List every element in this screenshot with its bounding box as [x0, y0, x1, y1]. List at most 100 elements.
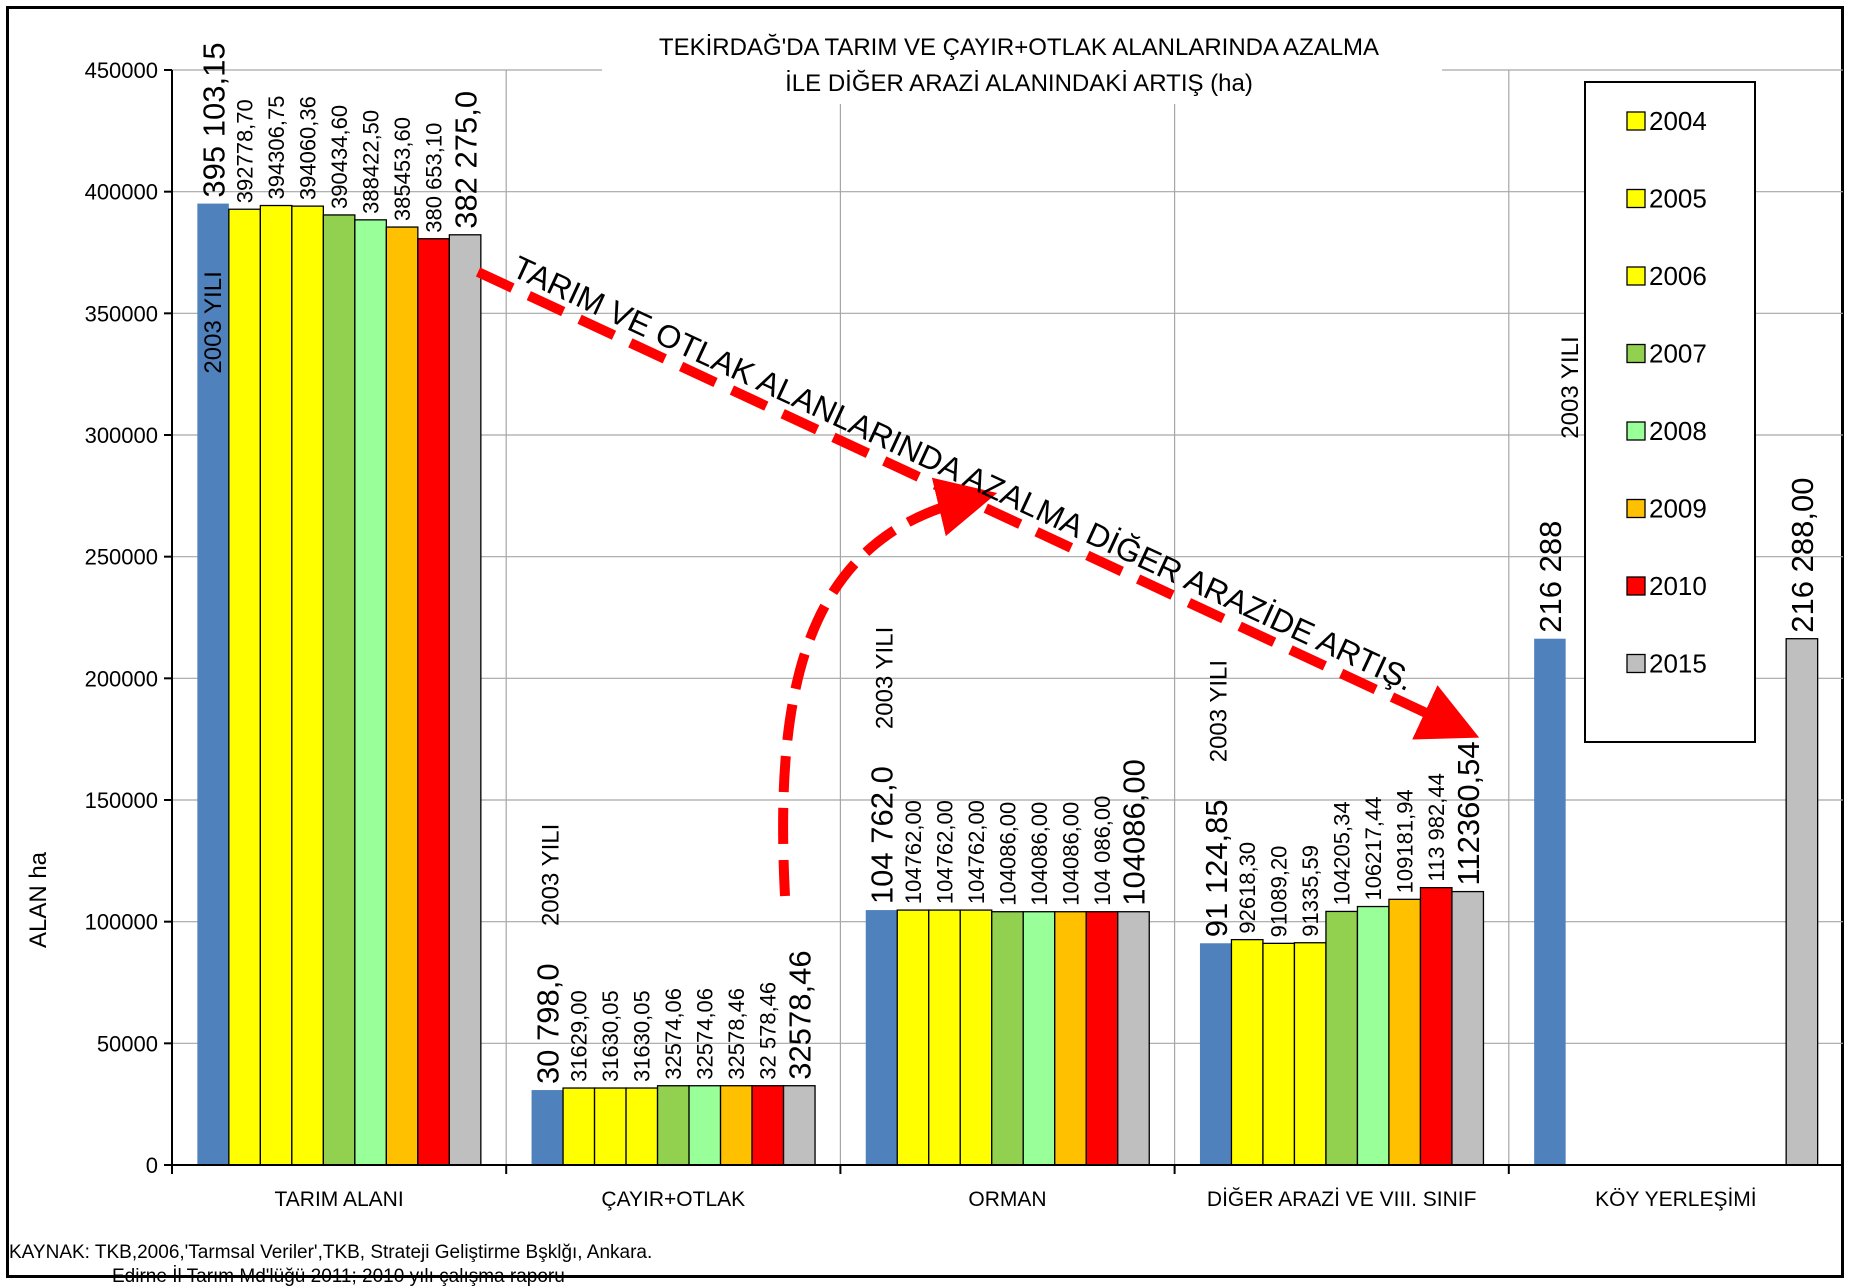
y-tick-label: 400000 [85, 180, 158, 205]
data-label: 32574,06 [661, 988, 686, 1080]
data-label: 394306,75 [264, 96, 289, 200]
data-label: 109181,94 [1393, 789, 1418, 893]
bar [1534, 638, 1566, 1165]
data-label: 32 578,46 [756, 982, 781, 1080]
bar [656, 1085, 690, 1166]
data-label: 32578,46 [782, 950, 817, 1079]
bar [928, 909, 961, 1166]
bar [751, 1085, 785, 1166]
legend-label: 2005 [1649, 184, 1707, 214]
data-label: 91335,59 [1298, 845, 1323, 937]
year-label: 2003 YILI [1557, 336, 1584, 438]
bar [1419, 886, 1453, 1166]
data-label: 392778,70 [233, 99, 258, 203]
data-label: 390434,60 [327, 105, 352, 209]
bar [1054, 911, 1087, 1166]
bar [385, 226, 419, 1166]
bar [593, 1087, 627, 1166]
data-label: 32578,46 [724, 988, 749, 1080]
legend-swatch [1626, 576, 1646, 596]
data-label: 104086,00 [1058, 802, 1083, 906]
legend-box [1584, 81, 1756, 743]
y-tick-label: 100000 [85, 910, 158, 935]
bar [1230, 938, 1264, 1166]
data-label: 104205,34 [1330, 801, 1355, 905]
legend-label: 2004 [1649, 106, 1707, 136]
bar [991, 911, 1024, 1166]
data-label: 106217,44 [1361, 797, 1386, 901]
x-tick-label: DİĞER ARAZİ VE VIII. SINIF [1207, 1188, 1477, 1211]
data-label: 92618,30 [1235, 842, 1260, 934]
legend-swatch [1626, 498, 1646, 519]
legend-label: 2008 [1649, 416, 1707, 446]
source-line-2: Edirne İl Tarım Md'lüğü 2011; 2010 yılı … [112, 1266, 565, 1287]
legend-label: 2009 [1649, 494, 1707, 524]
data-label: 30 798,0 [530, 963, 565, 1084]
data-label: 104086,00 [1117, 759, 1152, 906]
legend-label: 2015 [1649, 649, 1707, 679]
data-label: 104762,00 [932, 800, 957, 904]
bar [228, 208, 262, 1166]
y-axis-label: ALAN ha [25, 851, 52, 948]
year-label: 2003 YILI [1206, 660, 1233, 762]
y-tick-label: 150000 [85, 788, 158, 813]
chart-title-line1: TEKİRDAĞ'DA TARIM VE ÇAYIR+OTLAK ALANLAR… [659, 34, 1379, 61]
bar [865, 910, 898, 1165]
data-label: 104086,00 [1027, 802, 1052, 906]
bar [259, 204, 293, 1166]
bar [1356, 905, 1390, 1166]
legend-swatch [1626, 266, 1646, 286]
bar [1293, 942, 1327, 1166]
bar [562, 1087, 596, 1166]
data-label: 104762,00 [901, 800, 926, 904]
bar [1325, 910, 1359, 1166]
bar [625, 1087, 659, 1166]
bar [1199, 943, 1232, 1165]
bar [719, 1085, 753, 1166]
data-label: 91 124,85 [1199, 799, 1234, 937]
legend-label: 2006 [1649, 261, 1707, 291]
data-label: 382 275,0 [448, 91, 483, 229]
bar [1451, 890, 1485, 1166]
bar [688, 1085, 722, 1166]
bar [1785, 638, 1819, 1166]
year-label: 2003 YILI [537, 824, 564, 926]
data-label: 104 762,0 [865, 766, 900, 904]
bar [531, 1090, 564, 1165]
legend-swatch [1626, 111, 1646, 131]
bar [354, 219, 388, 1166]
bar [1117, 911, 1150, 1166]
legend-swatch [1626, 421, 1646, 441]
data-label: 104086,00 [995, 802, 1020, 906]
data-label: 104 086,00 [1090, 796, 1115, 906]
bar [448, 234, 482, 1166]
legend-label: 2010 [1649, 571, 1707, 601]
data-label: 104762,00 [964, 800, 989, 904]
data-label: 112360,54 [1451, 741, 1486, 885]
bar [322, 214, 356, 1166]
title-background [602, 28, 1442, 104]
year-label: 2003 YILI [200, 271, 227, 373]
bar [782, 1085, 816, 1166]
chart-title-line2: İLE DİĞER ARAZİ ALANINDAKİ ARTIŞ (ha) [785, 70, 1253, 97]
data-label: 394060,36 [296, 96, 321, 200]
data-label: 113 982,44 [1424, 773, 1449, 881]
data-label: 32574,06 [693, 988, 718, 1080]
data-label: 31629,00 [567, 990, 592, 1082]
x-tick-label: ORMAN [968, 1188, 1046, 1211]
data-label: 388422,50 [359, 110, 384, 214]
x-tick-label: KÖY YERLEŞİMİ [1595, 1188, 1756, 1211]
y-tick-label: 300000 [85, 423, 158, 448]
bar [291, 205, 325, 1166]
curved-arrow [778, 477, 998, 897]
y-tick-label: 0 [146, 1153, 158, 1178]
x-tick-label: TARIM ALANI [275, 1188, 404, 1211]
x-tick-label: ÇAYIR+OTLAK [601, 1188, 745, 1211]
y-tick-label: 450000 [85, 58, 158, 83]
data-label: 31630,05 [630, 990, 655, 1082]
legend-swatch [1626, 343, 1646, 364]
data-label: 380 653,10 [422, 123, 447, 233]
data-label: 31630,05 [598, 990, 623, 1082]
bar [959, 909, 993, 1166]
